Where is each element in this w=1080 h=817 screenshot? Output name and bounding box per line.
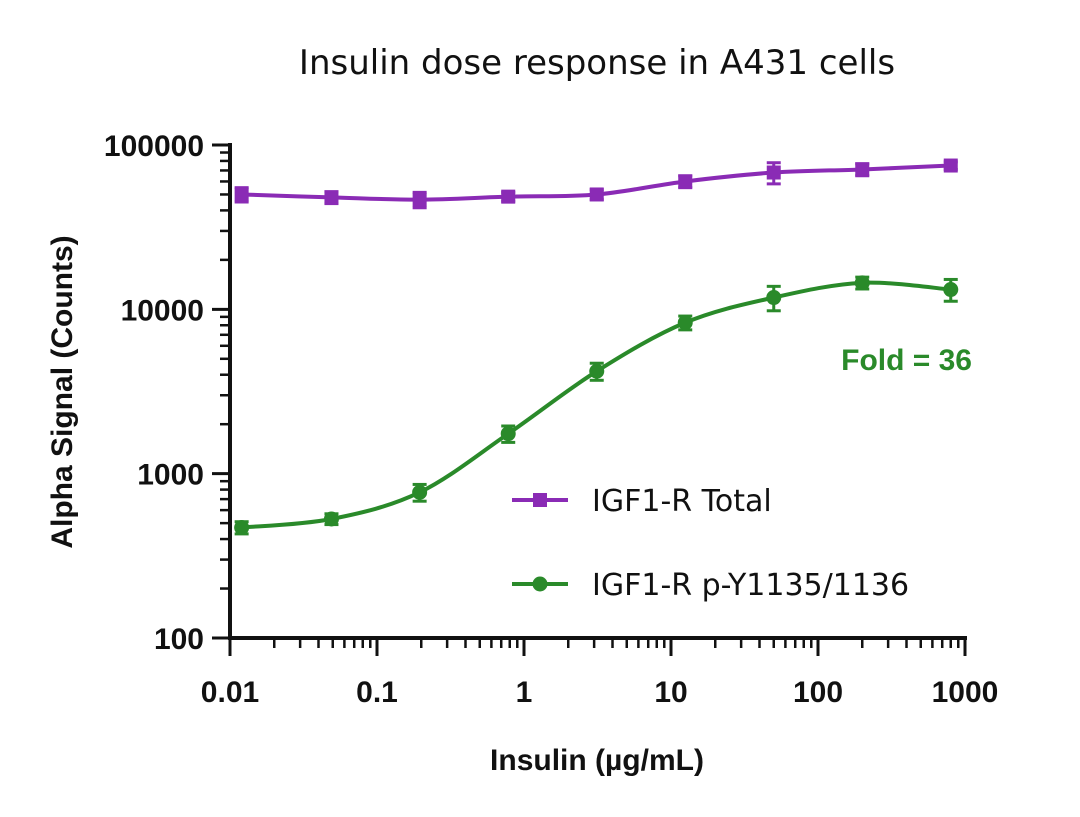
y-tick-label: 100000 xyxy=(104,130,204,163)
data-point xyxy=(766,290,782,306)
y-tick-label: 1000 xyxy=(137,459,204,492)
data-point xyxy=(677,315,693,331)
x-tick-label: 10 xyxy=(654,676,687,709)
data-point xyxy=(412,484,428,500)
legend-marker xyxy=(532,576,548,592)
legend-item-1: IGF1-R Total xyxy=(512,484,772,519)
x-tick-label: 0.1 xyxy=(356,676,398,709)
data-point xyxy=(943,158,958,173)
data-point xyxy=(854,275,870,291)
data-point xyxy=(589,187,604,202)
legend: IGF1-R Total IGF1-R p-Y1135/1136 xyxy=(512,484,909,603)
series-1 xyxy=(234,158,958,210)
series-layer xyxy=(234,158,959,536)
chart-title: Insulin dose response in A431 cells xyxy=(299,43,895,83)
data-point xyxy=(766,165,781,180)
data-point xyxy=(323,511,339,527)
series-2 xyxy=(234,275,959,536)
x-tick-label: 100 xyxy=(793,676,843,709)
fold-annotation: Fold = 36 xyxy=(841,344,972,377)
x-axis-label: Insulin (µg/mL) xyxy=(490,744,704,777)
data-point xyxy=(943,282,959,298)
data-point xyxy=(501,189,516,204)
data-point xyxy=(678,174,693,189)
y-axis-label: Alpha Signal (Counts) xyxy=(46,235,79,548)
legend-marker xyxy=(533,493,547,507)
x-tick-label: 0.01 xyxy=(201,676,259,709)
legend-label: IGF1-R p-Y1135/1136 xyxy=(592,568,909,603)
data-point xyxy=(412,192,427,207)
x-tick-label: 1000 xyxy=(932,676,999,709)
x-tick-label: 1 xyxy=(516,676,533,709)
legend-item-2: IGF1-R p-Y1135/1136 xyxy=(512,568,909,603)
data-point xyxy=(855,162,870,177)
axes: 0.01 0.1 1 10 100 1000 100 1000 10000 100000 xyxy=(104,130,998,709)
y-tick-label: 10000 xyxy=(121,294,204,327)
data-point xyxy=(234,187,249,202)
data-point xyxy=(589,363,605,379)
y-tick-label: 100 xyxy=(154,623,204,656)
data-point xyxy=(234,520,250,536)
legend-label: IGF1-R Total xyxy=(592,484,772,519)
data-point xyxy=(500,426,516,442)
data-point xyxy=(324,190,339,205)
